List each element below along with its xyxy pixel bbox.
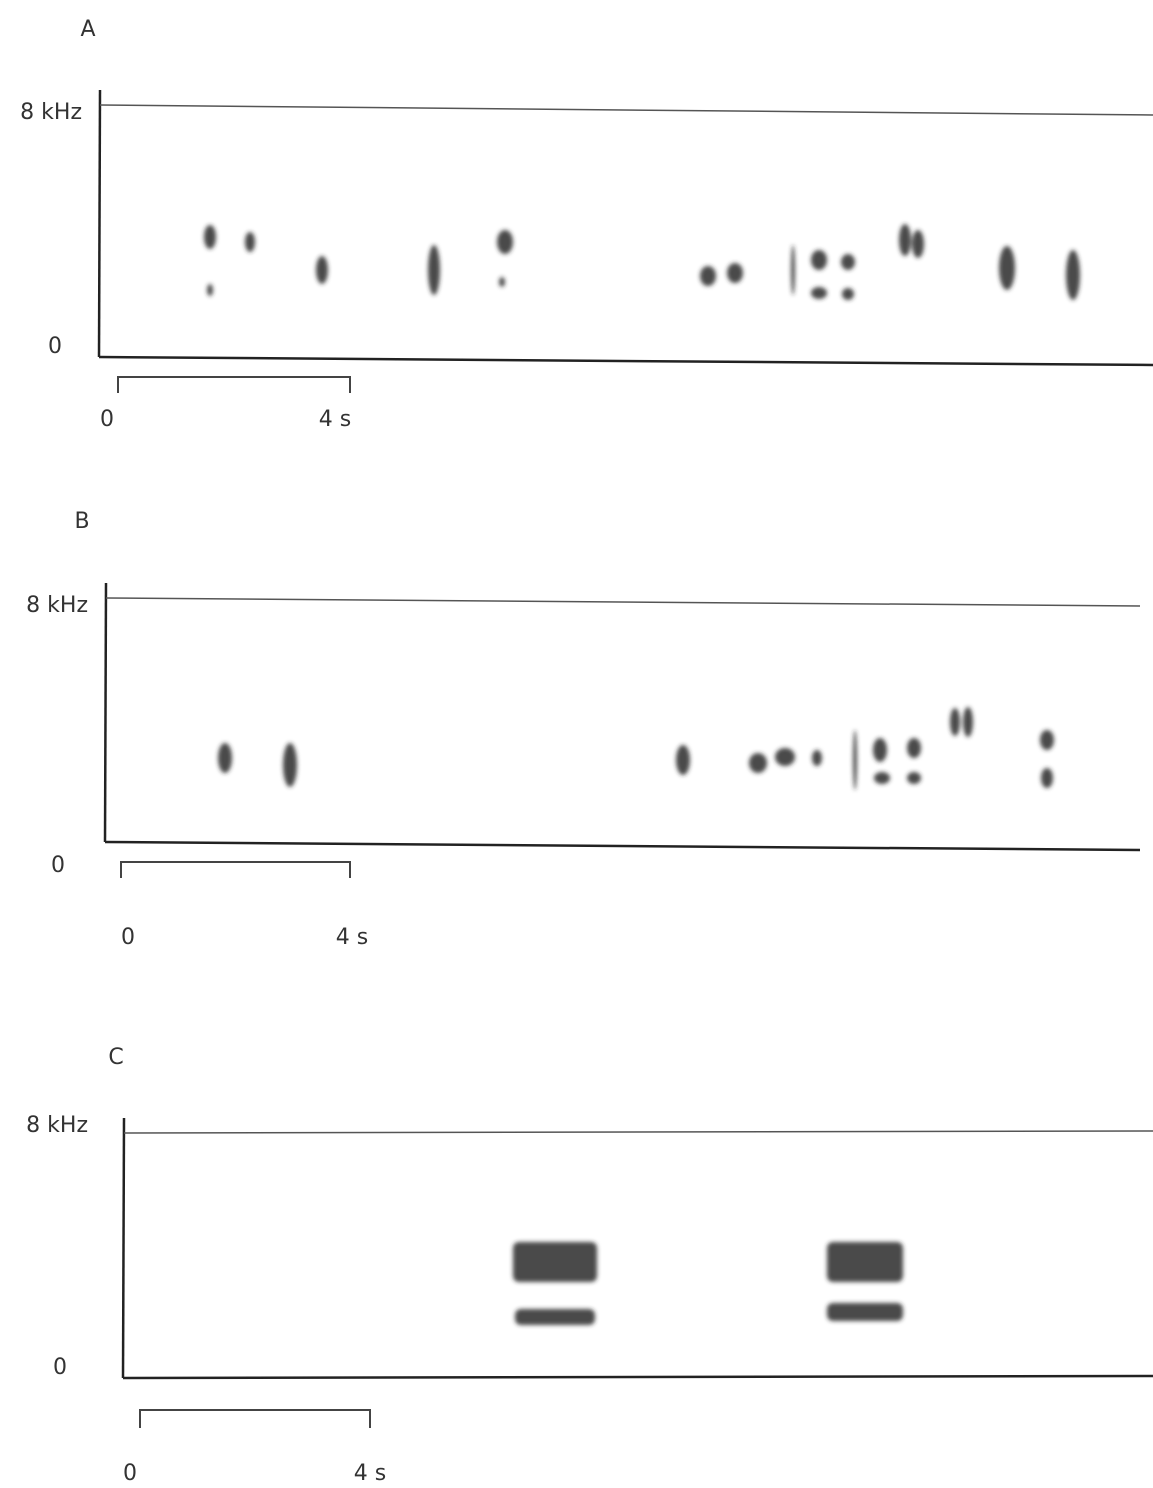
sound-trace xyxy=(950,708,960,736)
sound-trace xyxy=(811,287,827,299)
panel-label: C xyxy=(108,1045,123,1070)
sound-trace xyxy=(204,225,216,249)
sound-trace xyxy=(775,748,795,766)
sound-trace xyxy=(963,707,973,737)
panel-a: A 8 kHz 0 0 4 s xyxy=(20,17,1153,432)
scale-end: 4 s xyxy=(336,925,368,950)
sound-trace xyxy=(791,245,795,295)
sound-trace xyxy=(749,753,767,773)
spectrogram xyxy=(204,224,1080,300)
panel-label: B xyxy=(74,509,89,534)
sound-trace xyxy=(1041,768,1053,788)
spectrogram xyxy=(218,707,1054,790)
sound-trace xyxy=(499,277,505,287)
scale-bar xyxy=(140,1410,370,1428)
panel-b: B 8 kHz 0 0 4 s xyxy=(26,509,1140,950)
figure: A 8 kHz 0 0 4 s B 8 kHz 0 0 4 s C 8 kHz … xyxy=(0,0,1153,1488)
y-top-label: 8 kHz xyxy=(26,593,88,618)
sound-trace xyxy=(207,284,213,296)
sound-trace xyxy=(812,750,822,766)
sound-trace xyxy=(245,232,255,252)
sound-trace xyxy=(428,245,440,295)
panel-label: A xyxy=(80,17,95,42)
sound-trace xyxy=(912,230,924,258)
sound-trace xyxy=(497,230,513,254)
top-line xyxy=(100,105,1153,115)
sound-trace xyxy=(727,263,743,283)
y-axis xyxy=(99,90,100,357)
sound-trace xyxy=(283,743,297,787)
scale-end: 4 s xyxy=(354,1461,386,1486)
sound-trace xyxy=(827,1242,903,1282)
sound-trace xyxy=(1066,250,1080,300)
y-bottom-label: 0 xyxy=(51,853,65,878)
sound-trace xyxy=(513,1242,597,1282)
scale-end: 4 s xyxy=(319,407,351,432)
sound-trace xyxy=(218,743,232,773)
sound-trace xyxy=(827,1303,903,1321)
sound-trace xyxy=(899,224,911,256)
y-top-label: 8 kHz xyxy=(20,100,82,125)
sound-trace xyxy=(700,266,716,286)
y-axis xyxy=(105,583,106,842)
top-line xyxy=(106,598,1140,606)
x-axis xyxy=(105,842,1140,850)
scale-start: 0 xyxy=(121,925,135,950)
scale-bar xyxy=(121,862,350,878)
page: A 8 kHz 0 0 4 s B 8 kHz 0 0 4 s C 8 kHz … xyxy=(0,0,1153,1488)
y-bottom-label: 0 xyxy=(53,1355,67,1380)
sound-trace xyxy=(842,288,854,300)
sound-trace xyxy=(811,250,827,270)
y-bottom-label: 0 xyxy=(48,334,62,359)
sound-trace xyxy=(874,772,890,784)
top-line xyxy=(124,1131,1153,1133)
scale-start: 0 xyxy=(123,1461,137,1486)
sound-trace xyxy=(999,246,1015,290)
panel-c: C 8 kHz 0 0 4 s xyxy=(26,1045,1153,1486)
scale-bar xyxy=(118,377,350,393)
sound-trace xyxy=(316,256,328,284)
sound-trace xyxy=(907,772,921,784)
y-axis xyxy=(123,1118,124,1378)
sound-trace xyxy=(515,1309,595,1325)
sound-trace xyxy=(841,254,855,270)
x-axis xyxy=(99,357,1153,365)
scale-start: 0 xyxy=(100,407,114,432)
sound-trace xyxy=(907,738,921,758)
sound-trace xyxy=(676,745,690,775)
y-top-label: 8 kHz xyxy=(26,1113,88,1138)
sound-trace xyxy=(873,738,887,762)
sound-trace xyxy=(1040,730,1054,750)
sound-trace xyxy=(853,730,857,790)
spectrogram xyxy=(513,1242,903,1325)
x-axis xyxy=(123,1376,1153,1378)
